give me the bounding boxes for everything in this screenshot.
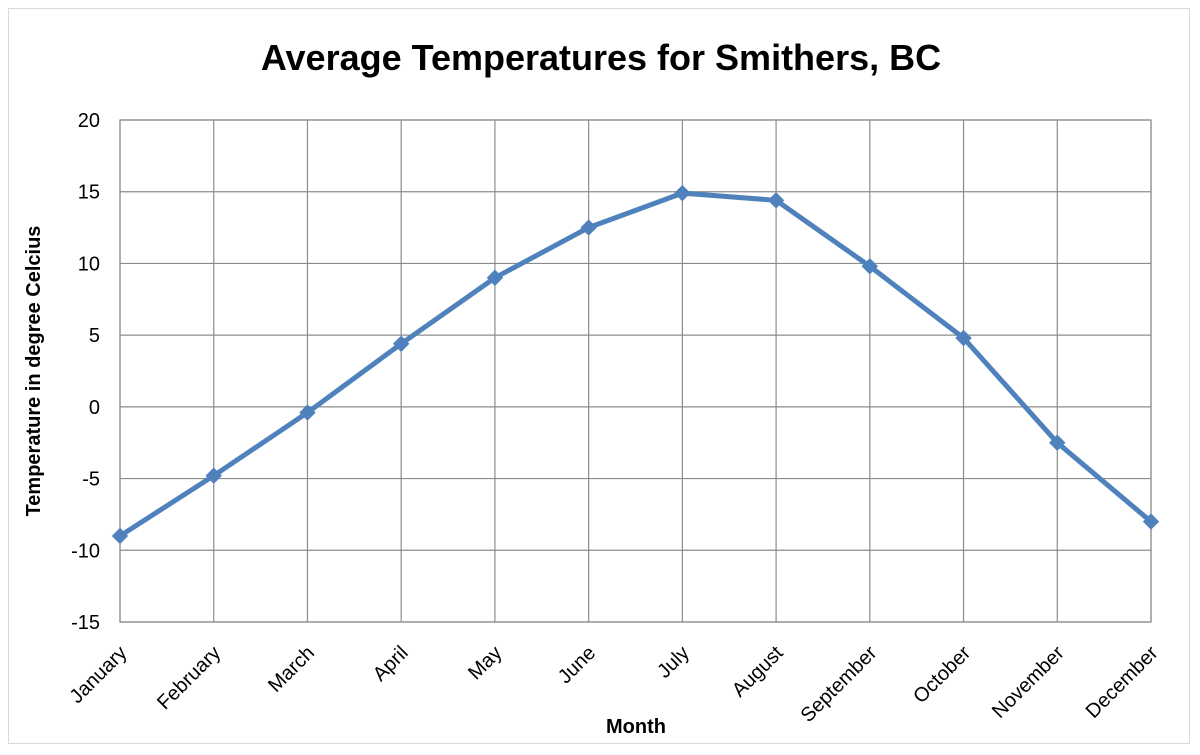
y-tick-label: 20: [78, 110, 100, 132]
data-point-marker: [861, 258, 879, 275]
data-point-marker: [111, 527, 129, 545]
x-axis-tick-labels: January February March April May June July Augu…: [66, 642, 1163, 727]
chart-frame: [8, 8, 1190, 744]
data-point-marker: [955, 329, 972, 347]
y-axis-title: Temperature in degree Celcius: [23, 226, 45, 517]
y-axis-tick-labels: 20 15 10 5 0 -5 -10 -15: [71, 110, 100, 634]
x-tick-label: January: [66, 642, 132, 708]
x-tick-label: March: [264, 642, 319, 697]
x-tick-label: July: [653, 642, 694, 683]
y-tick-label: 10: [78, 253, 100, 275]
data-point-marker: [486, 269, 504, 286]
data-point-marker: [205, 467, 222, 484]
x-tick-label: June: [554, 642, 600, 688]
x-tick-label: May: [464, 642, 506, 684]
x-tick-label: February: [153, 642, 225, 714]
chart-title: Average Temperatures for Smithers, BC: [261, 37, 941, 78]
data-point-marker: [299, 404, 316, 421]
x-tick-label: April: [369, 642, 413, 686]
y-tick-label: 15: [78, 182, 100, 204]
x-tick-label: October: [909, 642, 975, 708]
x-tick-label: September: [797, 642, 882, 727]
y-tick-label: 0: [89, 397, 100, 419]
plot-area-border: [119, 119, 1152, 623]
x-tick-label: November: [988, 642, 1069, 723]
data-series: [111, 184, 1160, 545]
data-point-marker: [1142, 513, 1160, 530]
data-point-marker: [1049, 434, 1066, 451]
series-line: [117, 190, 1154, 539]
y-tick-label: -5: [82, 469, 100, 491]
x-tick-label: August: [728, 642, 788, 702]
x-axis-title: Month: [606, 716, 666, 738]
data-point-marker: [674, 184, 691, 202]
data-point-marker: [580, 219, 597, 236]
y-tick-label: -15: [71, 612, 100, 634]
y-tick-label: -10: [71, 540, 100, 562]
data-point-marker: [392, 335, 410, 352]
data-point-marker: [767, 192, 785, 209]
y-tick-label: 5: [89, 325, 100, 347]
x-tick-label: December: [1082, 642, 1163, 723]
